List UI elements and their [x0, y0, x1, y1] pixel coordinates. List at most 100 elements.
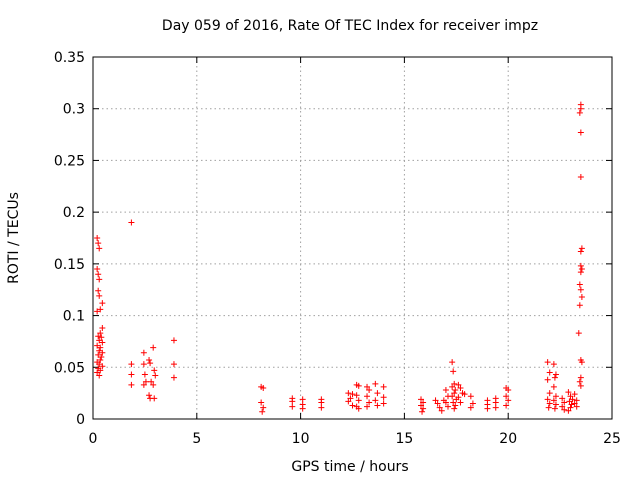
x-tick-label: 5 [192, 431, 201, 447]
data-point [372, 380, 379, 387]
y-axis-tick-labels: 0 0.05 0.1 0.15 0.2 0.25 0.3 0.35 [54, 50, 85, 428]
data-point [442, 387, 449, 394]
data-point [419, 408, 426, 415]
data-point [99, 363, 106, 370]
data-point [561, 399, 568, 406]
data-point [503, 402, 510, 409]
data-point [95, 271, 102, 278]
data-point [492, 399, 499, 406]
data-point [99, 349, 106, 356]
x-tick-label: 15 [395, 431, 413, 447]
data-point [289, 403, 296, 410]
data-point [299, 405, 306, 412]
data-point [565, 389, 572, 396]
data-point [366, 399, 373, 406]
data-point [577, 173, 584, 180]
data-point [545, 404, 552, 411]
data-point [544, 359, 551, 366]
x-tick-label: 20 [499, 431, 517, 447]
data-point [97, 357, 104, 364]
data-point [438, 407, 445, 414]
y-tick-label: 0 [76, 412, 85, 428]
data-point [451, 405, 458, 412]
x-axis-tick-labels: 0 5 10 15 20 25 [89, 431, 621, 447]
data-point [449, 383, 456, 390]
data-point [578, 245, 585, 252]
x-tick-label: 25 [603, 431, 621, 447]
data-point [349, 391, 356, 398]
data-point [467, 393, 474, 400]
data-point [355, 397, 362, 404]
data-point [140, 361, 147, 368]
data-point [551, 405, 558, 412]
data-point [364, 393, 371, 400]
data-point [94, 308, 101, 315]
data-point [467, 404, 474, 411]
data-point [355, 382, 362, 389]
data-point [260, 384, 267, 391]
data-point [96, 292, 103, 299]
data-point [576, 302, 583, 309]
y-tick-label: 0.15 [54, 257, 85, 273]
data-point [128, 381, 135, 388]
y-tick-label: 0.1 [63, 309, 85, 325]
data-point [345, 398, 352, 405]
data-point [544, 376, 551, 383]
data-point [567, 404, 574, 411]
data-point [578, 359, 585, 366]
data-point [577, 374, 584, 381]
data-point [451, 380, 458, 387]
data-point [577, 262, 584, 269]
data-point [94, 369, 101, 376]
data-point [349, 402, 356, 409]
data-point [146, 392, 153, 399]
data-point [576, 281, 583, 288]
data-point [289, 398, 296, 405]
data-point [461, 391, 468, 398]
data-point [577, 286, 584, 293]
data-point [546, 369, 553, 376]
data-point [95, 351, 102, 358]
data-point [577, 105, 584, 112]
data-point [450, 399, 457, 406]
data-point [418, 402, 425, 409]
data-point [141, 371, 148, 378]
data-point [442, 399, 449, 406]
data-point [260, 404, 267, 411]
data-point [573, 397, 580, 404]
data-point [436, 404, 443, 411]
data-point [97, 344, 104, 351]
data-point [576, 109, 583, 116]
axis-ticks [92, 56, 613, 420]
data-point [505, 397, 512, 404]
data-point [374, 390, 381, 397]
data-point [98, 334, 105, 341]
data-point [452, 387, 459, 394]
data-point [299, 396, 306, 403]
data-points [94, 101, 585, 415]
data-point [559, 403, 566, 410]
data-point [568, 401, 575, 408]
data-point [151, 395, 158, 402]
data-point [576, 378, 583, 385]
data-point [578, 266, 585, 273]
data-point [455, 381, 462, 388]
data-point [95, 287, 102, 294]
data-point [380, 383, 387, 390]
data-point [380, 400, 387, 407]
data-point [484, 405, 491, 412]
data-point [372, 397, 379, 404]
data-point [420, 405, 427, 412]
data-point [434, 400, 441, 407]
data-point [99, 339, 106, 346]
plot-frame [92, 56, 613, 420]
data-point [420, 399, 427, 406]
data-point [150, 381, 157, 388]
data-point [432, 397, 439, 404]
data-point [95, 240, 102, 247]
data-point [546, 390, 553, 397]
data-point [577, 382, 584, 389]
data-point [492, 404, 499, 411]
data-point [170, 361, 177, 368]
